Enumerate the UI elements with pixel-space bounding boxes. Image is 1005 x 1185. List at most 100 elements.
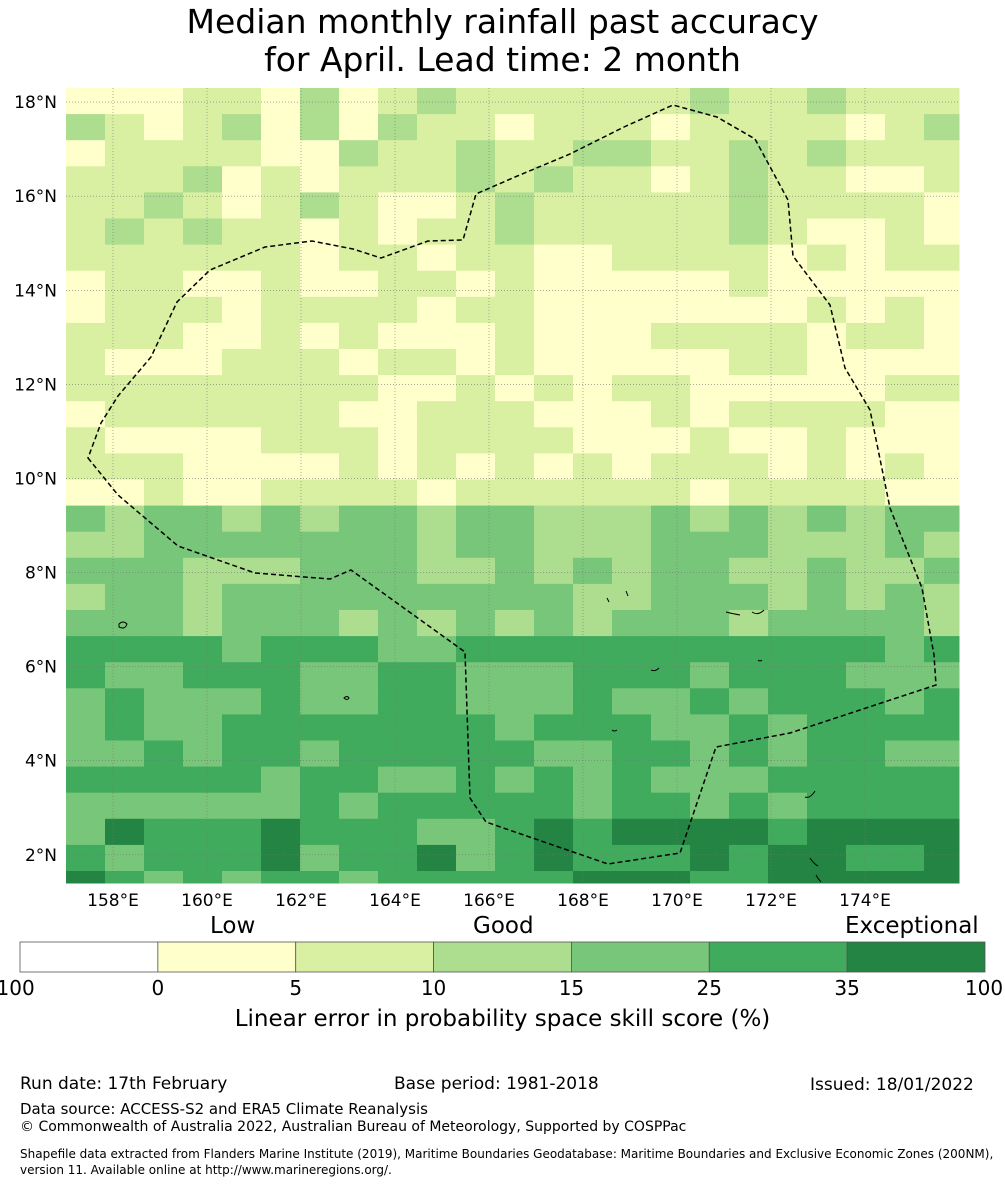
grid-cell <box>456 583 496 611</box>
grid-cell <box>612 322 652 350</box>
grid-cell <box>339 792 379 820</box>
grid-cell <box>690 349 730 376</box>
grid-cell <box>612 688 652 715</box>
grid-cell <box>183 453 223 480</box>
grid-cell <box>495 792 535 820</box>
grid-cell <box>417 166 457 193</box>
grid-cell <box>183 662 223 689</box>
grid-cell <box>144 610 184 637</box>
grid-cell <box>144 714 184 741</box>
grid-cell <box>495 714 535 741</box>
grid-cell <box>768 792 808 820</box>
grid-cell <box>924 531 960 559</box>
colorbar-tick-label: 10 <box>420 976 447 1000</box>
grid-cell <box>573 688 613 715</box>
grid-cell <box>339 401 379 428</box>
grid-cell <box>846 766 886 794</box>
grid-cell <box>261 610 301 637</box>
grid-cell <box>222 583 262 611</box>
grid-cell <box>105 766 145 794</box>
colorbar-tick-label: -100 <box>0 976 35 1000</box>
grid-cell <box>300 688 340 715</box>
grid-cell <box>885 296 925 324</box>
grid-cell <box>534 662 574 689</box>
grid-cell <box>573 166 613 193</box>
grid-cell <box>456 427 496 454</box>
grid-cell <box>573 636 613 663</box>
grid-cell <box>729 218 769 246</box>
grid-cell <box>378 583 418 611</box>
colorbar-segment <box>433 941 572 973</box>
grid-cell <box>222 662 262 689</box>
grid-cell <box>807 740 847 768</box>
grid-cell <box>144 192 184 219</box>
grid-cell <box>846 401 886 428</box>
grid-cell <box>690 244 730 272</box>
grid-cell <box>885 218 925 246</box>
grid-cell <box>222 114 262 141</box>
grid-cell <box>222 401 262 428</box>
grid-cell <box>690 844 730 872</box>
grid-cell <box>573 140 613 167</box>
grid-cell <box>144 531 184 559</box>
grid-cell <box>768 427 808 454</box>
grid-cell <box>807 427 847 454</box>
grid-cell <box>807 844 847 872</box>
grid-cell <box>300 192 340 219</box>
gridlines <box>66 88 959 883</box>
grid-cell <box>729 844 769 872</box>
grid-cell <box>378 270 418 298</box>
grid-cell <box>261 375 301 402</box>
grid-cell <box>729 766 769 794</box>
grid-cell <box>807 583 847 611</box>
grid-cell <box>846 244 886 272</box>
grid-cell <box>846 322 886 350</box>
grid-cell <box>144 114 184 141</box>
grid-cell <box>495 688 535 715</box>
grid-cell <box>651 583 691 611</box>
grid-cell <box>612 871 652 884</box>
grid-cell <box>456 610 496 637</box>
grid-cell <box>222 453 262 480</box>
grid-cell <box>768 844 808 872</box>
grid-cell <box>66 662 106 689</box>
grid-cell <box>417 453 457 480</box>
grid-cell <box>885 662 925 689</box>
grid-cell <box>300 740 340 768</box>
grid-cell <box>417 114 457 141</box>
grid-cell <box>690 714 730 741</box>
grid-cell <box>183 531 223 559</box>
grid-cell <box>222 479 262 507</box>
grid-cell <box>573 401 613 428</box>
grid-cell <box>495 871 535 884</box>
grid-cell <box>144 818 184 846</box>
grid-cell <box>261 88 301 115</box>
grid-cell <box>768 583 808 611</box>
grid-cell <box>690 453 730 480</box>
grid-cell <box>105 322 145 350</box>
grid-cell <box>846 662 886 689</box>
grid-cell <box>729 88 769 115</box>
grid-cell <box>261 505 301 533</box>
grid-cell <box>300 583 340 611</box>
grid-cell <box>378 688 418 715</box>
grid-cell <box>768 871 808 884</box>
grid-cell <box>534 244 574 272</box>
grid-cell <box>807 766 847 794</box>
grid-cell <box>66 349 106 376</box>
grid-cell <box>573 792 613 820</box>
grid-cell <box>612 427 652 454</box>
grid-cell <box>534 479 574 507</box>
grid-cell <box>846 714 886 741</box>
grid-cell <box>573 218 613 246</box>
grid-cell <box>378 192 418 219</box>
grid-cell <box>378 714 418 741</box>
grid-cell <box>144 662 184 689</box>
grid-cell <box>105 244 145 272</box>
grid-cell <box>105 557 145 585</box>
grid-cell <box>261 740 301 768</box>
grid-cell <box>690 166 730 193</box>
grid-cell <box>846 114 886 141</box>
grid-cell <box>300 322 340 350</box>
grid-cell <box>846 636 886 663</box>
